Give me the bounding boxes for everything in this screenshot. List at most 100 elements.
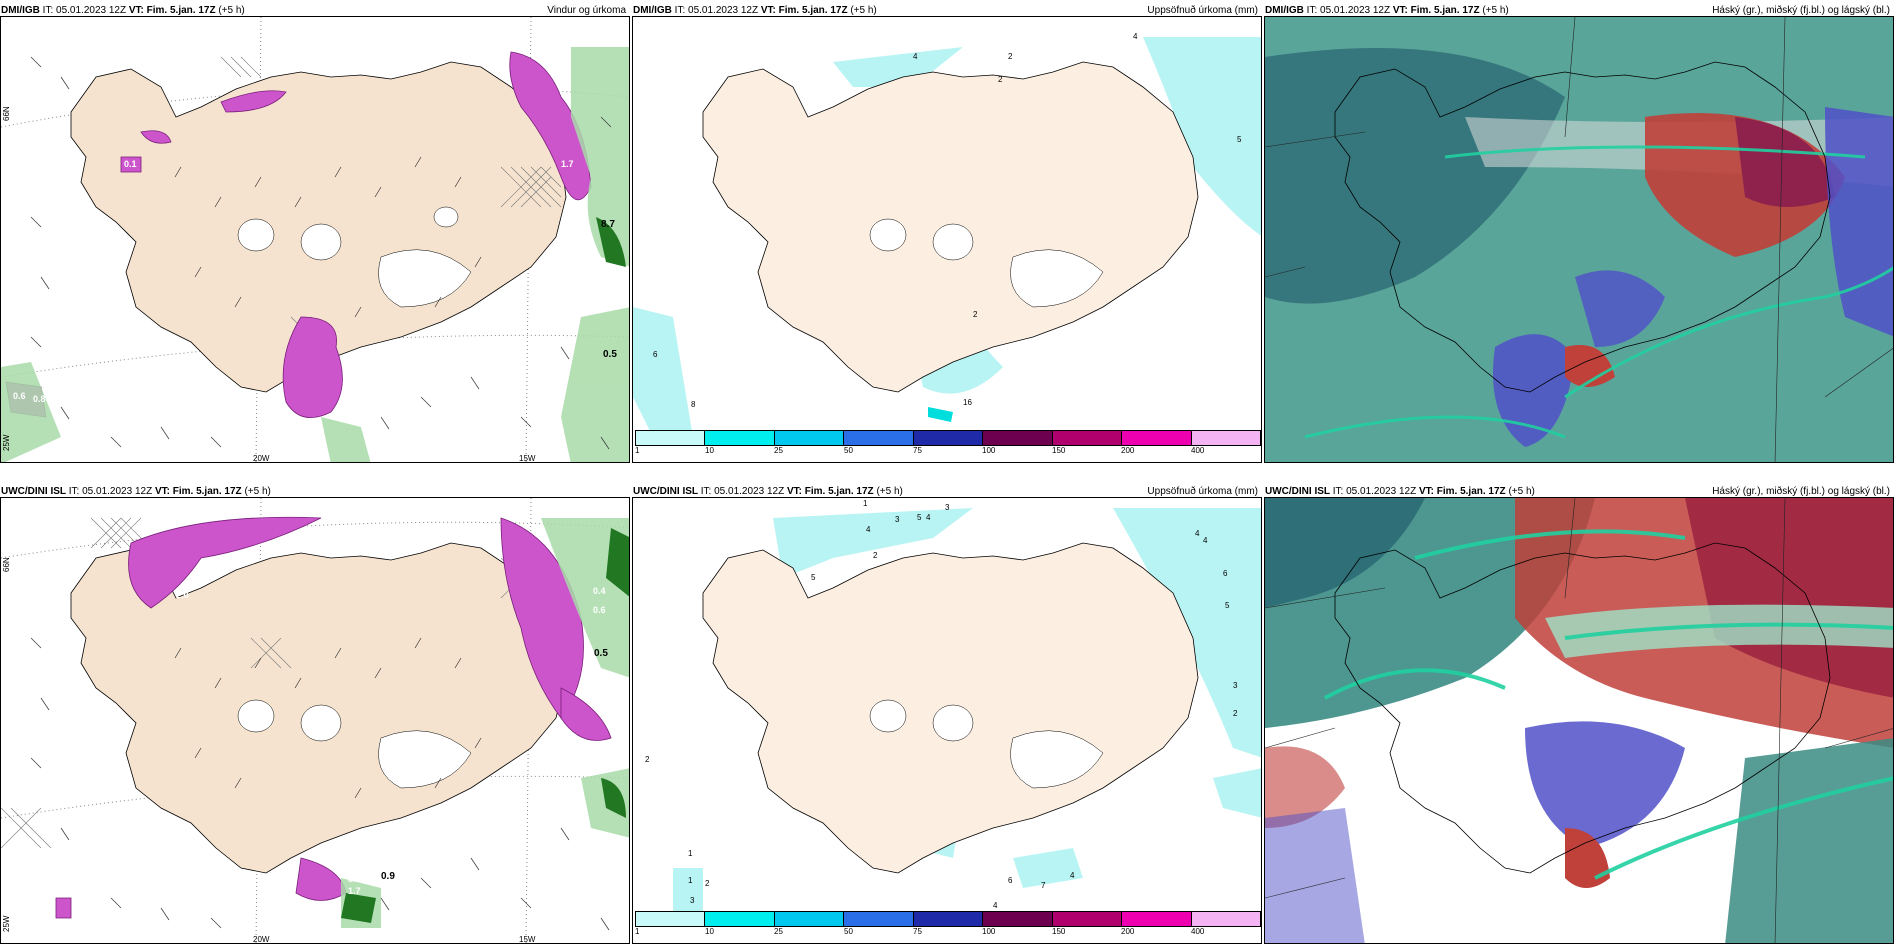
map-clouds — [1264, 497, 1894, 944]
precip-value: 2 — [705, 879, 710, 888]
wind-value: 0.8 — [33, 394, 46, 404]
wind-map-svg: 2.0 0.4 0.6 0.5 0.9 3.2 1.7 20W 15W 66N … — [1, 498, 629, 944]
precip-value: 3 — [945, 503, 950, 512]
precip-value: 4 — [913, 52, 918, 61]
header-left: DMI/IGB IT: 05.01.2023 12Z VT: Fim. 5.ja… — [1265, 5, 1509, 16]
precip-value: 5 — [1225, 601, 1230, 610]
wind-value: 0.9 — [381, 871, 395, 882]
colorbar-tick: 1 — [635, 446, 640, 455]
precip-colorbar — [635, 911, 1261, 927]
colorbar-swatch — [705, 912, 775, 926]
colorbar-labels: 1 10 25 50 75 100 150 200 400 — [635, 927, 1261, 939]
precip-value: 2 — [873, 551, 878, 560]
panel-title: Háský (gr.), miðský (fj.bl.) og lágský (… — [1712, 5, 1890, 16]
panel-uwc-clouds: UWC/DINI ISL IT: 05.01.2023 12Z VT: Fim.… — [1264, 481, 1894, 946]
precip-value: 16 — [963, 398, 972, 407]
colorbar-swatch — [983, 431, 1053, 445]
wind-barbs — [30, 637, 610, 931]
colorbar-tick: 100 — [982, 446, 996, 455]
panel-header: UWC/DINI ISL IT: 05.01.2023 12Z VT: Fim.… — [632, 481, 1262, 501]
colorbar-swatch — [844, 431, 914, 445]
colorbar-tick: 150 — [1052, 446, 1066, 455]
precip-value: 1 — [863, 499, 868, 508]
clouds-map-svg — [1265, 17, 1893, 462]
colorbar-swatch — [1122, 912, 1192, 926]
precip-value: 6 — [1008, 876, 1013, 885]
wind-value: 0.6 — [13, 391, 26, 401]
precip-value: 8 — [691, 400, 696, 409]
precip-value: 4 — [1070, 871, 1075, 880]
lat-label: 66N — [2, 557, 11, 572]
map-wind: 1.7 8.7 0.5 0.6 0.8 0.1 20W 15W 66N 25W — [0, 16, 630, 463]
wind-value: 0.5 — [603, 349, 617, 360]
panel-title: Uppsöfnuð úrkoma (mm) — [1147, 486, 1258, 497]
precip-value: 3 — [690, 896, 695, 905]
colorbar-swatch — [844, 912, 914, 926]
colorbar-swatch — [1052, 912, 1123, 926]
colorbar-swatch — [774, 431, 845, 445]
lon-label: 25W — [2, 434, 11, 451]
wind-value: 0.4 — [593, 586, 606, 596]
lon-label: 20W — [253, 935, 270, 944]
wind-value: 0.1 — [124, 159, 137, 169]
colorbar-swatch — [705, 431, 775, 445]
colorbar-swatch — [1052, 431, 1123, 445]
precip-map-svg: 1 4 3 5 4 3 5 2 4 4 6 5 3 2 2 1 1 2 3 6 … — [645, 499, 1261, 918]
precip-value: 3 — [895, 515, 900, 524]
panel-dmi-precip: DMI/IGB IT: 05.01.2023 12Z VT: Fim. 5.ja… — [632, 0, 1262, 465]
lon-label: 20W — [253, 454, 270, 463]
precip-value: 5 — [917, 513, 922, 522]
colorbar-tick: 100 — [982, 927, 996, 936]
colorbar-tick: 400 — [1191, 446, 1205, 455]
colorbar-swatch — [774, 912, 845, 926]
wind-value: 1.7 — [561, 159, 574, 169]
colorbar-tick: 400 — [1191, 927, 1205, 936]
panel-dmi-clouds: DMI/IGB IT: 05.01.2023 12Z VT: Fim. 5.ja… — [1264, 0, 1894, 465]
header-left: UWC/DINI ISL IT: 05.01.2023 12Z VT: Fim.… — [633, 486, 903, 497]
colorbar-tick: 75 — [913, 927, 922, 936]
colorbar-tick: 25 — [774, 927, 783, 936]
precip-value: 4 — [1133, 32, 1138, 41]
map-wind: 2.0 0.4 0.6 0.5 0.9 3.2 1.7 20W 15W 66N … — [0, 497, 630, 944]
panel-uwc-wind: UWC/DINI ISL IT: 05.01.2023 12Z VT: Fim.… — [0, 481, 630, 946]
precip-value: 4 — [926, 513, 931, 522]
header-left: DMI/IGB IT: 05.01.2023 12Z VT: Fim. 5.ja… — [1, 5, 245, 16]
precip-value: 2 — [973, 310, 978, 319]
colorbar-tick: 200 — [1121, 927, 1135, 936]
precip-value: 7 — [1041, 881, 1046, 890]
colorbar-tick: 10 — [705, 446, 714, 455]
header-left: DMI/IGB IT: 05.01.2023 12Z VT: Fim. 5.ja… — [633, 5, 877, 16]
colorbar-tick: 200 — [1121, 446, 1135, 455]
precip-value: 2 — [1008, 52, 1013, 61]
wind-value: 0.6 — [593, 605, 606, 615]
wind-value: 8.7 — [601, 219, 615, 230]
lon-label: 15W — [519, 454, 536, 463]
lon-label: 15W — [519, 935, 536, 944]
panel-uwc-precip: UWC/DINI ISL IT: 05.01.2023 12Z VT: Fim.… — [632, 481, 1262, 946]
colorbar-tick: 75 — [913, 446, 922, 455]
precip-value: 1 — [688, 849, 693, 858]
precip-value: 5 — [1237, 135, 1242, 144]
colorbar-swatch — [1122, 431, 1192, 445]
precip-value: 4 — [1195, 529, 1200, 538]
colorbar-tick: 50 — [844, 927, 853, 936]
panel-title: Vindur og úrkoma — [547, 5, 626, 16]
precip-value: 4 — [993, 901, 998, 910]
precip-value: 2 — [998, 75, 1003, 84]
header-left: UWC/DINI ISL IT: 05.01.2023 12Z VT: Fim.… — [1265, 486, 1535, 497]
wind-value: 1.7 — [348, 886, 361, 896]
colorbar-swatch — [636, 431, 706, 445]
panel-title: Uppsöfnuð úrkoma (mm) — [1147, 5, 1258, 16]
wind-map-svg: 1.7 8.7 0.5 0.6 0.8 0.1 20W 15W 66N 25W — [1, 17, 629, 463]
panel-header: UWC/DINI ISL IT: 05.01.2023 12Z VT: Fim.… — [0, 481, 630, 501]
precip-map-svg: 4 2 2 4 5 6 8 2 16 — [633, 32, 1261, 437]
colorbar-tick: 10 — [705, 927, 714, 936]
panel-title: Háský (gr.), miðský (fj.bl.) og lágský (… — [1712, 486, 1890, 497]
wind-value: 3.2 — [348, 874, 361, 884]
panel-dmi-wind: DMI/IGB IT: 05.01.2023 12Z VT: Fim. 5.ja… — [0, 0, 630, 465]
colorbar-swatch — [913, 431, 984, 445]
wind-value: 2.0 — [176, 590, 189, 600]
panel-header: DMI/IGB IT: 05.01.2023 12Z VT: Fim. 5.ja… — [632, 0, 1262, 20]
colorbar-swatch — [1191, 912, 1260, 926]
precip-value: 2 — [1233, 709, 1238, 718]
